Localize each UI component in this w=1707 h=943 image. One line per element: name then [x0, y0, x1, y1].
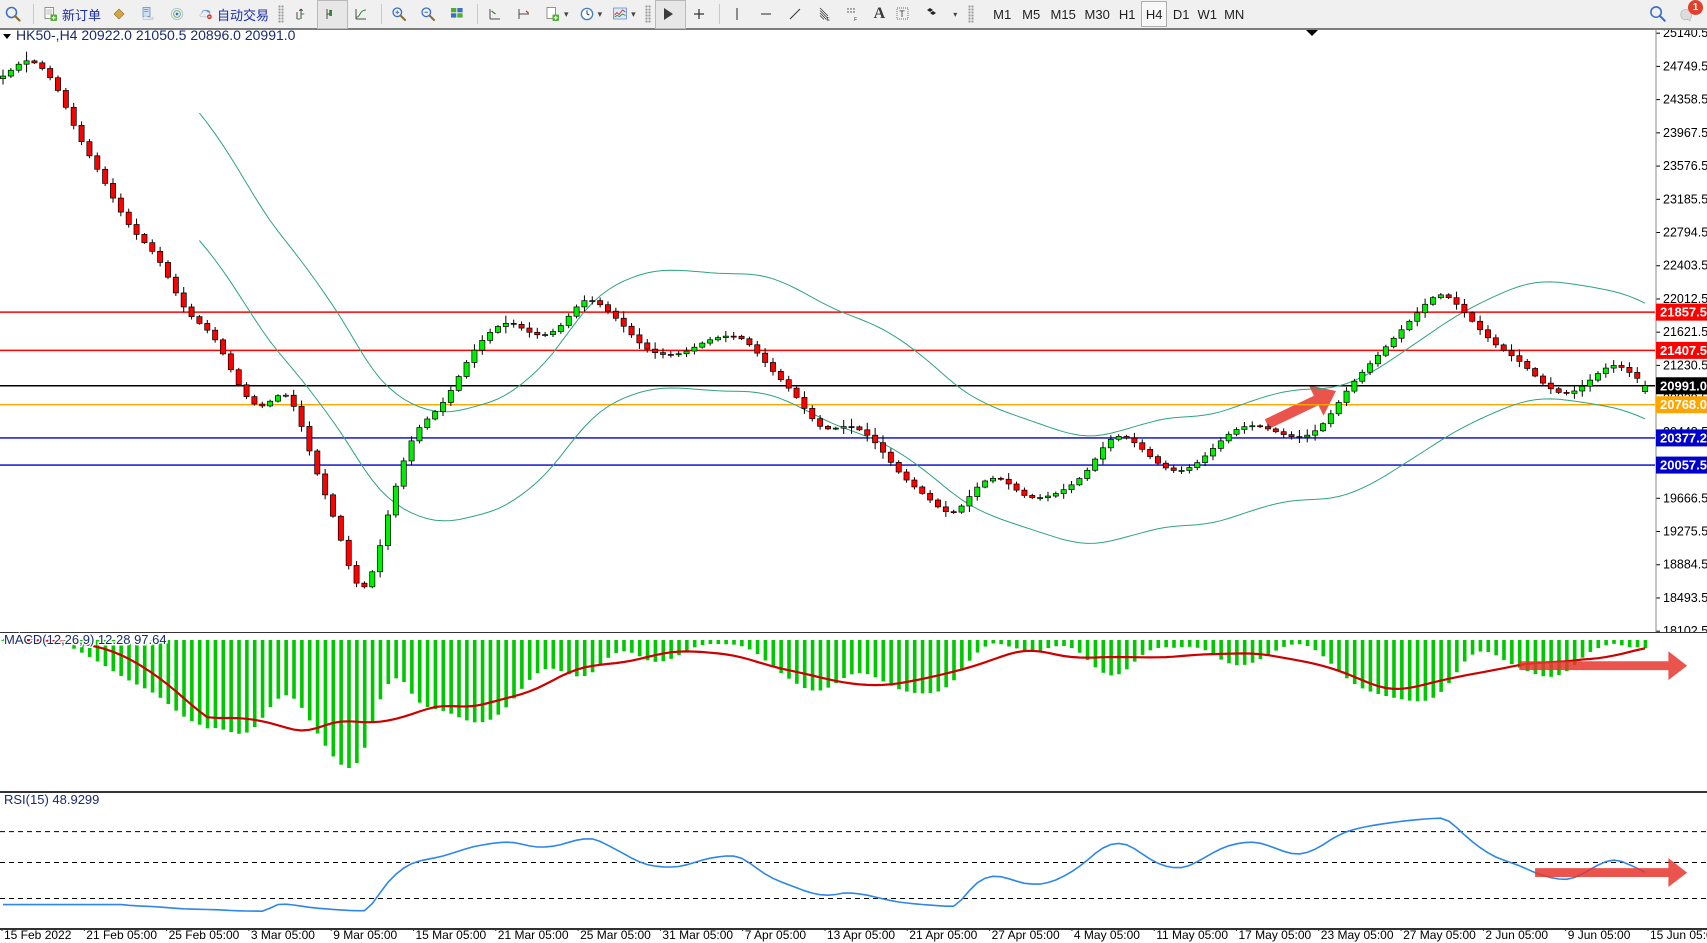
svg-text:E: E [826, 17, 830, 22]
svg-text:23 May 05:00: 23 May 05:00 [1321, 928, 1394, 942]
svg-text:21407.5: 21407.5 [1660, 343, 1707, 358]
svg-text:18884.5: 18884.5 [1663, 558, 1707, 572]
svg-text:22794.5: 22794.5 [1663, 226, 1707, 240]
svg-text:22403.5: 22403.5 [1663, 259, 1707, 273]
svg-text:11 May 05:00: 11 May 05:00 [1156, 928, 1228, 942]
svg-text:24749.5: 24749.5 [1663, 59, 1707, 73]
svg-text:20377.2: 20377.2 [1660, 430, 1707, 445]
svg-text:21 Feb 05:00: 21 Feb 05:00 [86, 928, 157, 942]
svg-text:3 Mar 05:00: 3 Mar 05:00 [251, 928, 315, 942]
svg-text:21 Apr 05:00: 21 Apr 05:00 [909, 928, 977, 942]
svg-text:23967.5: 23967.5 [1663, 126, 1707, 140]
svg-text:7 Apr 05:00: 7 Apr 05:00 [745, 928, 807, 942]
svg-text:27 May 05:00: 27 May 05:00 [1403, 928, 1476, 942]
svg-text:23185.5: 23185.5 [1663, 192, 1707, 206]
svg-text:9 Mar 05:00: 9 Mar 05:00 [333, 928, 397, 942]
svg-text:15 Mar 05:00: 15 Mar 05:00 [416, 928, 487, 942]
svg-text:21857.5: 21857.5 [1660, 305, 1707, 320]
svg-text:4 May 05:00: 4 May 05:00 [1074, 928, 1140, 942]
svg-text:HK50-,H4 20922.0 21050.5 208: HK50-,H4 20922.0 21050.5 20896.0 20991.0 [16, 30, 296, 43]
svg-text:15 Jun 05:00: 15 Jun 05:00 [1650, 928, 1707, 942]
svg-text:20768.0: 20768.0 [1660, 397, 1707, 412]
svg-text:18102.5: 18102.5 [1663, 624, 1707, 632]
svg-text:13 Apr 05:00: 13 Apr 05:00 [827, 928, 895, 942]
svg-text:21 Mar 05:00: 21 Mar 05:00 [498, 928, 569, 942]
svg-text:2 Jun 05:00: 2 Jun 05:00 [1485, 928, 1548, 942]
svg-text:23576.5: 23576.5 [1663, 159, 1707, 173]
svg-text:25 Feb 05:00: 25 Feb 05:00 [169, 928, 240, 942]
svg-text:T: T [899, 9, 905, 19]
svg-text:27 Apr 05:00: 27 Apr 05:00 [992, 928, 1060, 942]
svg-text:20057.5: 20057.5 [1660, 458, 1707, 473]
svg-text:20991.0: 20991.0 [1660, 378, 1707, 393]
svg-text:9 Jun 05:00: 9 Jun 05:00 [1568, 928, 1631, 942]
svg-text:17 May 05:00: 17 May 05:00 [1239, 928, 1312, 942]
svg-text:21230.5: 21230.5 [1663, 358, 1707, 372]
svg-text:F: F [854, 17, 857, 22]
svg-text:21621.5: 21621.5 [1663, 325, 1707, 339]
svg-text:31 Mar 05:00: 31 Mar 05:00 [662, 928, 733, 942]
svg-text:15 Feb 2022: 15 Feb 2022 [4, 928, 72, 942]
svg-text:19275.5: 19275.5 [1663, 525, 1707, 539]
svg-text:25 Mar 05:00: 25 Mar 05:00 [580, 928, 651, 942]
svg-text:19666.5: 19666.5 [1663, 491, 1707, 505]
svg-text:25140.5: 25140.5 [1663, 30, 1707, 40]
svg-text:24358.5: 24358.5 [1663, 93, 1707, 107]
svg-text:MACD(12,26,9) 12.28 97.64: MACD(12,26,9) 12.28 97.64 [4, 632, 167, 647]
svg-text:RSI(15) 48.9299: RSI(15) 48.9299 [4, 792, 99, 807]
svg-text:18493.5: 18493.5 [1663, 591, 1707, 605]
